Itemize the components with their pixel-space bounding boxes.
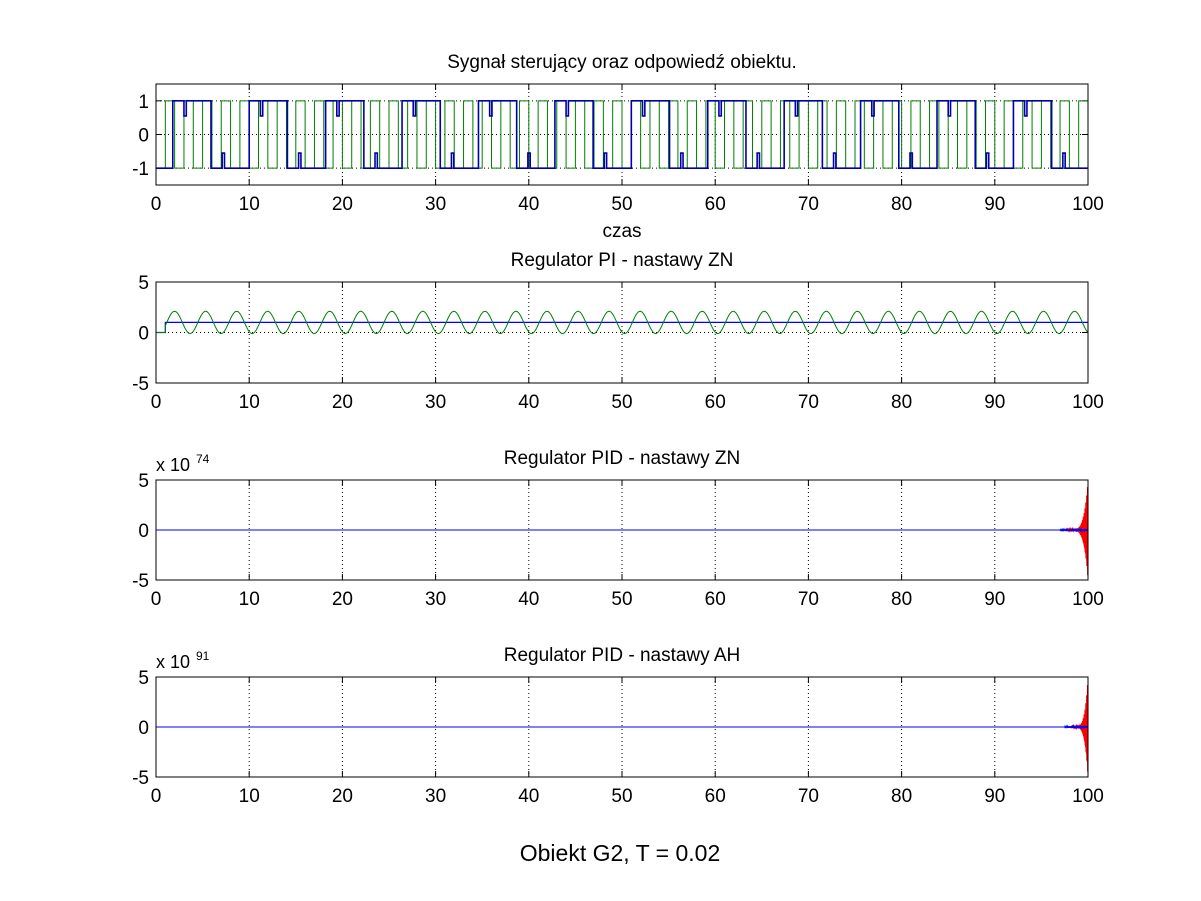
x-tick-label: 80 bbox=[891, 589, 912, 610]
x-tick-label: 0 bbox=[151, 392, 162, 413]
y-tick-label: 0 bbox=[138, 521, 149, 542]
axes-frame bbox=[155, 83, 1089, 186]
axes-frame bbox=[155, 676, 1089, 778]
plot-area bbox=[156, 100, 1088, 169]
x-tick-label: 90 bbox=[984, 194, 1005, 215]
x-tick-label: 40 bbox=[518, 589, 539, 610]
y-tick-label: 0 bbox=[138, 324, 149, 345]
x-tick-label: 100 bbox=[1072, 786, 1104, 807]
series-line-output bbox=[156, 310, 1088, 335]
y-tick-label: -5 bbox=[132, 768, 149, 789]
x-tick-label: 30 bbox=[425, 194, 446, 215]
x-tick-label: 10 bbox=[239, 194, 260, 215]
x-axis-label: czas bbox=[602, 221, 641, 242]
y-exponent-label: x 10 bbox=[156, 455, 190, 475]
x-tick-label: 100 bbox=[1072, 194, 1104, 215]
x-tick-label: 70 bbox=[798, 589, 819, 610]
y-tick-label: 0 bbox=[138, 718, 149, 739]
y-tick-label: 5 bbox=[138, 668, 149, 689]
plot-area bbox=[156, 685, 1088, 772]
x-tick-label: 90 bbox=[984, 589, 1005, 610]
x-tick-label: 10 bbox=[239, 392, 260, 413]
x-tick-label: 50 bbox=[611, 194, 632, 215]
x-tick-label: 10 bbox=[239, 786, 260, 807]
x-tick-label: 30 bbox=[425, 392, 446, 413]
series-line-control-signal bbox=[156, 100, 1088, 169]
x-tick-label: 50 bbox=[611, 392, 632, 413]
x-tick-label: 70 bbox=[798, 786, 819, 807]
x-tick-label: 30 bbox=[425, 589, 446, 610]
x-tick-label: 40 bbox=[518, 392, 539, 413]
x-tick-label: 70 bbox=[798, 194, 819, 215]
x-tick-label: 10 bbox=[239, 589, 260, 610]
y-tick-label: 0 bbox=[138, 126, 149, 147]
axes-frame bbox=[155, 479, 1089, 581]
y-tick-label: -1 bbox=[132, 159, 149, 180]
x-tick-label: 100 bbox=[1072, 392, 1104, 413]
x-tick-label: 20 bbox=[332, 194, 353, 215]
figure-caption: Obiekt G2, T = 0.02 bbox=[520, 840, 721, 866]
x-tick-label: 40 bbox=[518, 194, 539, 215]
x-tick-label: 50 bbox=[611, 786, 632, 807]
axes-frame bbox=[155, 281, 1089, 384]
y-tick-label: 5 bbox=[138, 471, 149, 492]
x-tick-label: 20 bbox=[332, 392, 353, 413]
x-tick-label: 70 bbox=[798, 392, 819, 413]
y-tick-label: -5 bbox=[132, 374, 149, 395]
x-tick-label: 30 bbox=[425, 786, 446, 807]
x-tick-label: 50 bbox=[611, 589, 632, 610]
series-line-setpoint-noise bbox=[1059, 527, 1088, 533]
x-tick-label: 60 bbox=[705, 392, 726, 413]
series-line-setpoint-noise bbox=[1064, 724, 1088, 730]
x-tick-label: 60 bbox=[705, 589, 726, 610]
subplot-title: Regulator PID - nastawy AH bbox=[504, 645, 741, 666]
x-tick-label: 0 bbox=[151, 786, 162, 807]
x-tick-label: 60 bbox=[705, 194, 726, 215]
subplot-title: Regulator PID - nastawy ZN bbox=[504, 448, 741, 469]
x-tick-label: 40 bbox=[518, 786, 539, 807]
y-tick-label: 5 bbox=[138, 273, 149, 294]
x-tick-label: 80 bbox=[891, 392, 912, 413]
subplot-title: Regulator PI - nastawy ZN bbox=[511, 250, 734, 271]
x-tick-label: 100 bbox=[1072, 589, 1104, 610]
x-tick-label: 0 bbox=[151, 589, 162, 610]
y-exponent-power: 74 bbox=[196, 452, 210, 466]
subplot-title: Sygnał sterujący oraz odpowiedź obiektu. bbox=[447, 52, 797, 73]
y-tick-label: -5 bbox=[132, 571, 149, 592]
plot-area bbox=[156, 310, 1088, 335]
y-exponent-power: 91 bbox=[196, 649, 210, 663]
x-tick-label: 90 bbox=[984, 392, 1005, 413]
x-tick-label: 20 bbox=[332, 589, 353, 610]
x-tick-label: 90 bbox=[984, 786, 1005, 807]
x-tick-label: 20 bbox=[332, 786, 353, 807]
x-tick-label: 80 bbox=[891, 786, 912, 807]
y-exponent-label: x 10 bbox=[156, 652, 190, 672]
x-tick-label: 0 bbox=[151, 194, 162, 215]
y-tick-label: 1 bbox=[138, 92, 149, 113]
x-tick-label: 60 bbox=[705, 786, 726, 807]
x-tick-label: 80 bbox=[891, 194, 912, 215]
plot-area bbox=[156, 487, 1088, 576]
